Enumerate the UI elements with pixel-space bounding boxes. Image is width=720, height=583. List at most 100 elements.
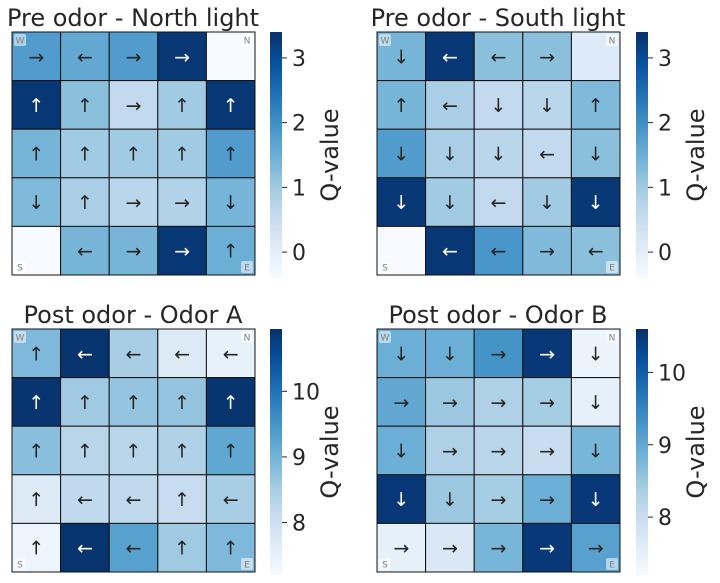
corner-label: W [381,37,390,47]
heatmap-cell [425,328,475,379]
policy-arrow: → [491,392,507,414]
policy-arrow: ↑ [28,392,44,414]
policy-arrow: → [539,343,555,365]
corner-label: S [17,561,23,571]
colorbar-tick-label: 2 [292,112,306,137]
corner-label: E [609,561,615,571]
heatmap-cell [157,177,207,227]
corner-label: S [17,264,23,274]
policy-arrow: → [174,46,190,68]
policy-arrow: ← [126,489,142,511]
heatmap-cell [60,225,110,276]
corner-label-box [379,34,391,46]
policy-arrow: → [126,46,142,68]
panel-title: Post odor - Odor A [24,301,244,329]
policy-arrow: ↑ [28,441,44,463]
heatmap-cell [205,425,256,476]
heatmap-cell [11,377,62,427]
policy-arrow: ↓ [442,343,458,365]
corner-label-box [379,261,391,273]
policy-arrow: → [539,441,555,463]
corner-label: N [244,334,251,344]
colorbar-tick-label: 9 [292,446,306,471]
policy-arrow: ← [442,241,458,263]
heatmap-cell [108,177,159,227]
policy-arrow: → [539,392,555,414]
policy-arrow: ← [77,489,93,511]
heatmap-cell [570,80,621,130]
policy-arrow: ↑ [223,95,239,117]
policy-arrow: ↑ [223,241,239,263]
heatmap-cell [473,328,524,379]
colorbar-label: Q-value [316,108,344,201]
policy-arrow: ↓ [588,144,604,166]
policy-arrow: ↑ [77,192,93,214]
heatmap-cell [60,128,110,179]
corner-label-box [379,331,391,343]
heatmap-cell [473,474,524,524]
policy-arrow: ↓ [442,489,458,511]
heatmap-cell [425,377,475,427]
colorbar-tick-label: 3 [292,47,306,72]
policy-arrow: ↑ [126,392,142,414]
policy-arrow: ↓ [491,144,507,166]
heatmap-cell [570,474,621,524]
policy-arrow: ↑ [28,538,44,560]
heatmap-cell [473,128,524,179]
heatmap-cell [425,522,475,573]
policy-arrow: → [491,489,507,511]
policy-arrow: ↑ [174,489,190,511]
policy-arrow: ↓ [28,192,44,214]
policy-arrow: ↓ [393,441,409,463]
corner-label: N [609,37,616,47]
corner-label: W [381,334,390,344]
corner-label: E [244,264,250,274]
policy-arrow: ↓ [539,192,555,214]
heatmap-cell [522,377,572,427]
policy-arrow: ↓ [393,489,409,511]
policy-arrow: ↓ [442,144,458,166]
heatmap-cell [376,128,427,179]
policy-arrow: ← [77,46,93,68]
heatmap-cell [205,474,256,524]
colorbar-label: Q-value [682,405,710,498]
policy-arrow: ↑ [77,392,93,414]
heatmap-cell [522,80,572,130]
policy-arrow: → [539,241,555,263]
policy-arrow: ← [223,489,239,511]
corner-label-box [241,34,253,46]
heatmap-cell [522,128,572,179]
colorbar-tick-label: 8 [658,506,672,531]
corner-label-box [379,558,391,570]
policy-arrow: → [539,46,555,68]
colorbar-tick-label: 8 [292,512,306,537]
colorbar [270,329,282,575]
heatmap-cell [570,128,621,179]
corner-label-box [241,261,253,273]
corner-label-box [14,331,26,343]
policy-arrow: ↑ [77,441,93,463]
policy-arrow: → [393,392,409,414]
policy-arrow: ↓ [491,95,507,117]
corner-label-box [241,331,253,343]
heatmap-cell [522,425,572,476]
corner-label-box [606,331,618,343]
policy-arrow: ↑ [174,144,190,166]
colorbar-tick-label: 0 [658,241,672,266]
policy-arrow: → [588,538,604,560]
corner-label-box [14,558,26,570]
heatmap-cell [11,177,62,227]
corner-label-box [606,558,618,570]
policy-arrow: ← [77,241,93,263]
policy-arrow: ↓ [588,441,604,463]
heatmap-cell [522,177,572,227]
heatmap-cell [522,474,572,524]
corner-label-box [606,261,618,273]
policy-arrow: ↓ [393,192,409,214]
heatmap-cell [108,225,159,276]
heatmap-cell [11,425,62,476]
colorbar [636,32,648,278]
colorbar-label: Q-value [682,108,710,201]
policy-arrow: ↑ [223,441,239,463]
